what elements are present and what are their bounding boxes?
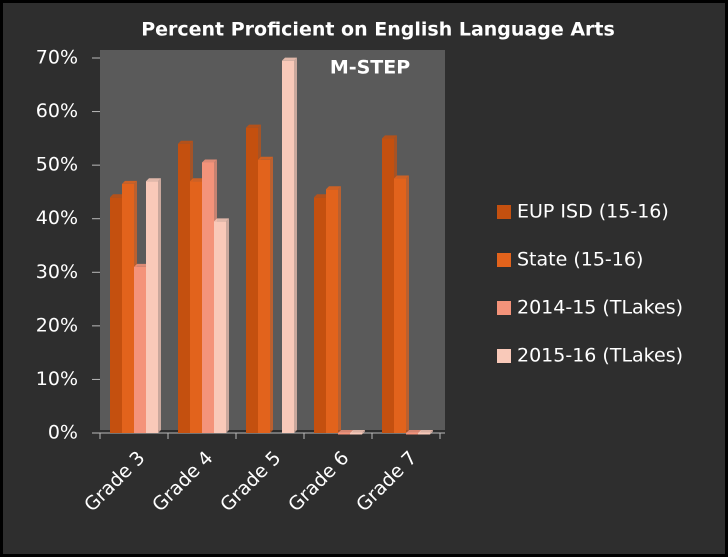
bar-part <box>178 143 190 433</box>
bar-part <box>110 197 122 433</box>
y-tick-label: 60% <box>36 100 78 122</box>
bar-part <box>350 433 362 435</box>
bar-part <box>190 178 205 182</box>
bar-part <box>134 263 149 267</box>
bar <box>258 156 273 434</box>
bar-part <box>282 57 297 61</box>
bar-part <box>202 162 214 433</box>
bar <box>146 178 161 433</box>
bar-part <box>394 175 409 179</box>
y-tick-label: 50% <box>36 154 78 176</box>
bar-part <box>314 197 326 433</box>
bar-part <box>214 218 229 222</box>
bar-part <box>178 140 193 144</box>
legend-swatch <box>497 253 511 267</box>
bar-part <box>258 159 270 434</box>
chart-subtitle: M-STEP <box>330 57 410 79</box>
bar-part <box>326 186 341 190</box>
bar-part <box>382 135 397 139</box>
bar-part <box>214 221 226 433</box>
bar <box>418 430 433 435</box>
bar-part <box>362 430 365 435</box>
legend-label: EUP ISD (15-16) <box>517 201 669 223</box>
y-tick-label: 40% <box>36 207 78 229</box>
bar-part <box>246 124 261 128</box>
bar <box>214 218 229 433</box>
bar-part <box>418 430 433 433</box>
bar-part <box>338 186 341 433</box>
bar-part <box>122 183 134 433</box>
y-tick-label: 10% <box>36 368 78 390</box>
bar-part <box>110 194 125 198</box>
bar-part <box>202 159 217 163</box>
bar-part <box>158 178 161 433</box>
bar-part <box>406 433 418 435</box>
bar-part <box>146 178 161 182</box>
bar-part <box>258 156 273 160</box>
bar-part <box>406 430 421 433</box>
bar-part <box>350 430 365 433</box>
bar-part <box>246 127 258 434</box>
bar-part <box>314 194 329 198</box>
bar-part <box>338 433 350 435</box>
legend-swatch <box>497 205 511 219</box>
bar-part <box>338 430 353 433</box>
bar-part <box>190 181 202 433</box>
legend-swatch <box>497 301 511 315</box>
bar-part <box>146 181 158 433</box>
bar-part <box>282 60 294 434</box>
bar <box>282 57 297 434</box>
bar-part <box>406 175 409 434</box>
bar-part <box>382 138 394 433</box>
legend-label: 2014-15 (TLakes) <box>517 297 683 319</box>
y-tick-label: 30% <box>36 261 78 283</box>
bar <box>350 430 365 435</box>
bar-part <box>430 430 433 435</box>
legend-swatch <box>497 349 511 363</box>
y-tick-label: 70% <box>36 47 78 69</box>
y-tick-label: 0% <box>48 422 78 444</box>
bar-part <box>418 433 430 435</box>
bar-part <box>326 189 338 433</box>
bar-part <box>134 266 146 433</box>
bar <box>326 186 341 433</box>
bar-part <box>394 178 406 433</box>
legend-label: 2015-16 (TLakes) <box>517 345 683 367</box>
chart-title: Percent Proficient on English Language A… <box>141 19 615 41</box>
bar-part <box>270 156 273 434</box>
bar-part <box>294 57 297 434</box>
y-tick-label: 20% <box>36 314 78 336</box>
bar-part <box>226 218 229 433</box>
legend-label: State (15-16) <box>517 249 643 271</box>
bar-part <box>122 180 137 184</box>
bar <box>394 175 409 434</box>
